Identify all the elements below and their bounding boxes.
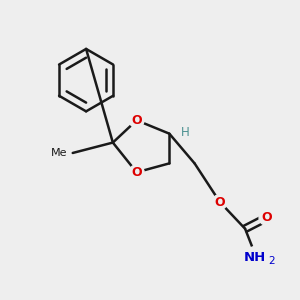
Text: H: H: [181, 126, 189, 139]
Text: O: O: [131, 166, 142, 179]
Circle shape: [129, 113, 144, 128]
Circle shape: [129, 165, 144, 180]
Text: 2: 2: [268, 256, 275, 266]
Text: O: O: [261, 211, 272, 224]
Circle shape: [212, 195, 227, 209]
Circle shape: [245, 246, 268, 269]
Circle shape: [259, 210, 274, 225]
Text: O: O: [131, 114, 142, 127]
Text: Me: Me: [51, 148, 68, 158]
Text: O: O: [214, 196, 225, 208]
Text: NH: NH: [244, 251, 266, 264]
